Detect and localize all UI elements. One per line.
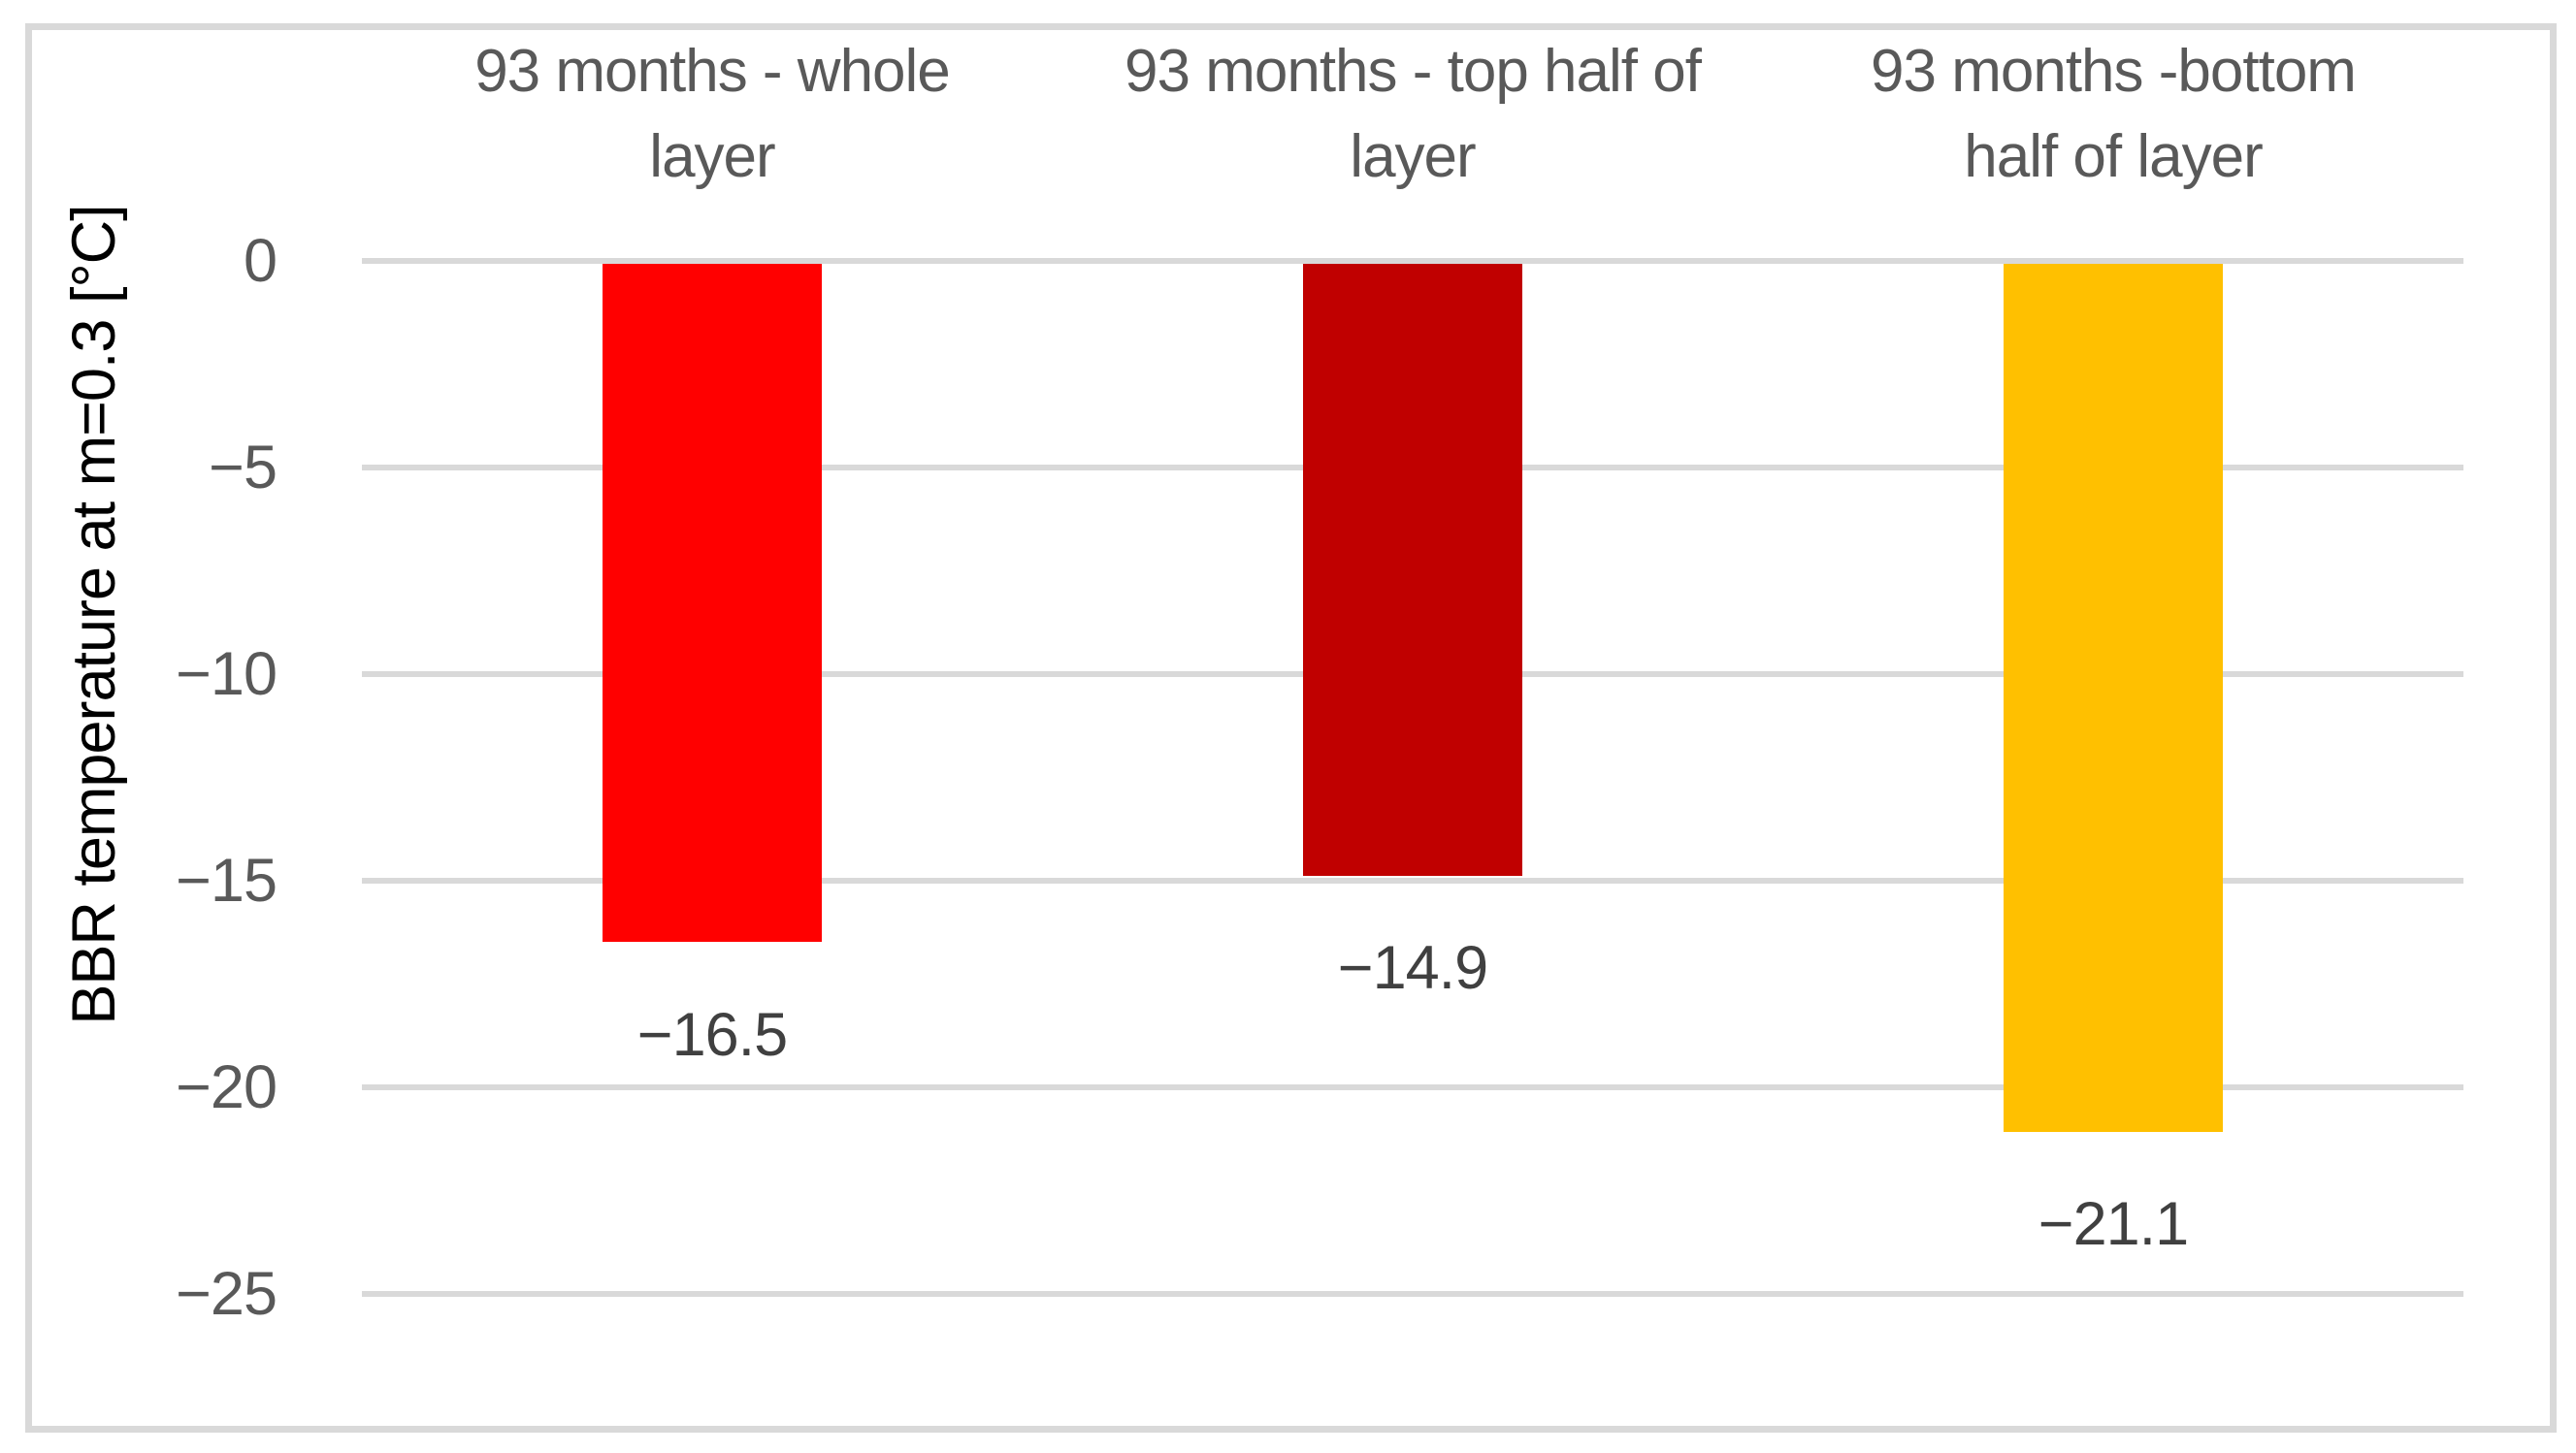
y-tick-label: −5	[209, 433, 277, 501]
bar-value-label: −21.1	[2038, 1190, 2189, 1259]
y-tick-label: −25	[176, 1259, 277, 1328]
category-label-line: layer	[1350, 123, 1476, 190]
bar	[2004, 263, 2223, 1133]
category-label-line: half of layer	[1964, 123, 2264, 190]
category-label-line: 93 months -bottom	[1871, 38, 2357, 105]
bar	[603, 263, 822, 943]
gridline	[362, 257, 2463, 264]
gridline	[362, 1083, 2463, 1090]
category-label: 93 months -bottom half of layer	[1763, 29, 2463, 200]
y-tick-label: 0	[243, 226, 277, 295]
category-label-line: 93 months - whole	[474, 38, 951, 105]
bar	[1303, 263, 1522, 877]
category-label: 93 months - whole layer	[362, 29, 1062, 200]
y-tick-label: −15	[176, 846, 277, 915]
bar-value-label: −14.9	[1337, 934, 1488, 1003]
y-tick-label: −20	[176, 1052, 277, 1121]
category-label-line: layer	[649, 123, 775, 190]
y-tick-label: −10	[176, 639, 277, 708]
y-axis-title: BBR temperature at m=0.3 [°C]	[60, 205, 128, 1025]
gridline	[362, 1290, 2463, 1297]
category-label: 93 months - top half of layer	[1062, 29, 1763, 200]
bar-value-label: −16.5	[636, 1000, 788, 1069]
gridline	[362, 877, 2463, 884]
category-label-line: 93 months - top half of	[1125, 38, 1702, 105]
